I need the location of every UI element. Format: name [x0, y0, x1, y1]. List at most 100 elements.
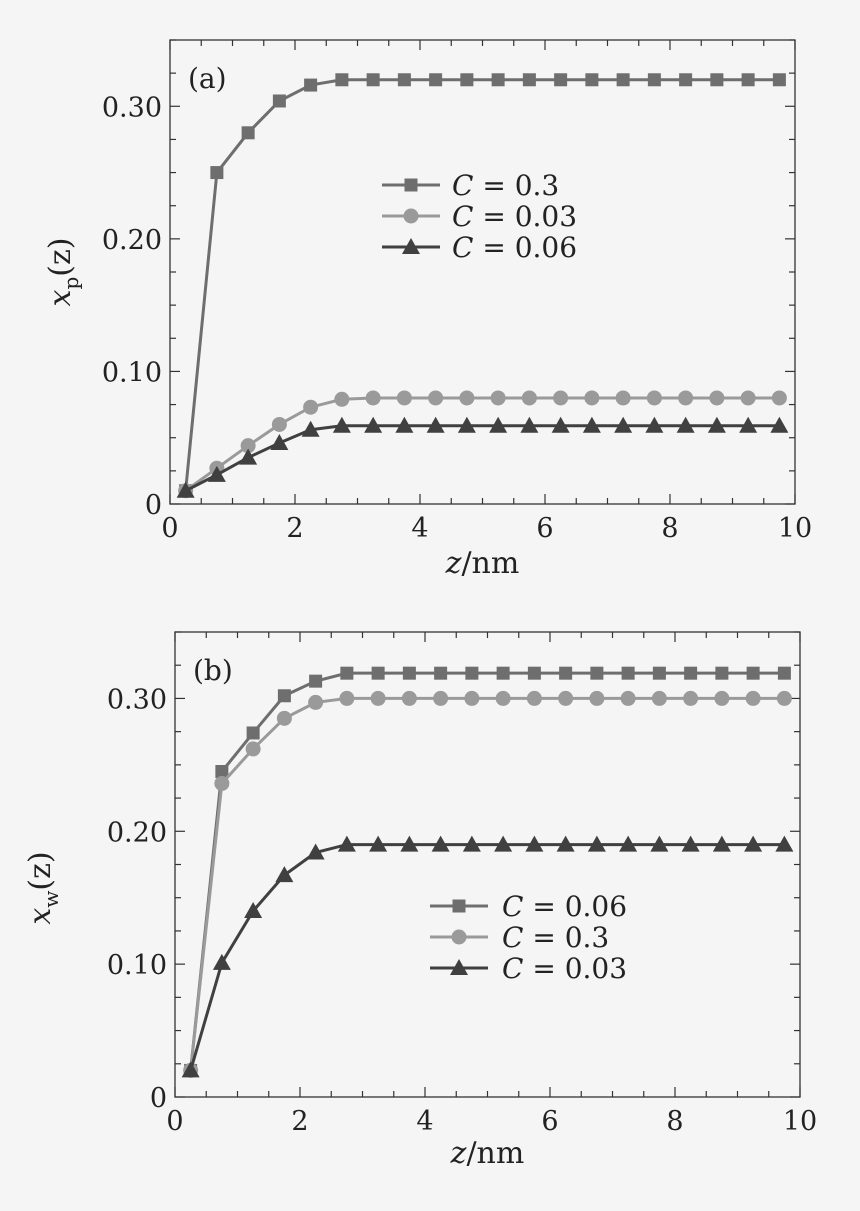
- y-tick-label: 0.30: [107, 684, 167, 715]
- legend-marker: [450, 959, 468, 975]
- data-point: [526, 690, 542, 706]
- data-point: [429, 73, 443, 87]
- y-tick-label: 0.30: [102, 92, 162, 123]
- data-point: [746, 666, 760, 680]
- panel-label: (b): [193, 654, 233, 687]
- legend-label: C = 0.06: [452, 231, 577, 264]
- legend-marker: [452, 899, 466, 913]
- data-point: [240, 438, 256, 454]
- data-point: [400, 835, 419, 852]
- data-point: [339, 690, 355, 706]
- data-point: [270, 434, 289, 451]
- data-point: [707, 416, 726, 433]
- series-line: [189, 843, 785, 1071]
- y-axis-sub: p: [59, 277, 83, 290]
- data-point: [615, 390, 631, 406]
- y-axis-main: x: [23, 908, 58, 925]
- legend-value: = 0.03: [473, 200, 577, 233]
- data-point: [620, 690, 636, 706]
- data-point: [739, 416, 758, 433]
- x-tick-label: 10: [783, 1106, 817, 1137]
- data-point: [621, 666, 635, 680]
- legend-var: C: [502, 890, 523, 923]
- data-point: [582, 416, 601, 433]
- legend-label: C = 0.3: [452, 169, 559, 202]
- data-point: [589, 690, 605, 706]
- data-point: [371, 666, 385, 680]
- data-point: [303, 399, 319, 415]
- legend-marker: [403, 208, 419, 224]
- data-point: [495, 690, 511, 706]
- data-point: [462, 835, 481, 852]
- data-point: [335, 73, 349, 87]
- data-point: [426, 416, 445, 433]
- data-point: [587, 835, 606, 852]
- data-point: [275, 866, 294, 883]
- data-point: [431, 835, 450, 852]
- data-point: [277, 689, 291, 703]
- plot-frame: [174, 631, 801, 1098]
- legend-label: C = 0.03: [452, 200, 577, 233]
- legend: C = 0.3C = 0.03C = 0.06: [382, 169, 577, 264]
- data-point: [710, 73, 724, 87]
- x-axis-title: z/nm: [450, 1136, 525, 1171]
- data-point: [775, 835, 794, 852]
- data-point: [684, 666, 698, 680]
- y-tick-label: 0: [145, 490, 162, 521]
- data-point: [650, 835, 669, 852]
- x-tick-label: 2: [291, 1106, 308, 1137]
- data-point: [647, 73, 661, 87]
- legend-value: = 0.3: [523, 921, 609, 954]
- data-point: [522, 73, 536, 87]
- data-point: [271, 416, 287, 432]
- panel-label: (a): [188, 62, 227, 95]
- data-point: [744, 835, 763, 852]
- data-point: [494, 835, 513, 852]
- data-point: [776, 690, 792, 706]
- data-point: [457, 416, 476, 433]
- y-axis-title: xw(z): [23, 851, 63, 924]
- legend-var: C: [452, 200, 473, 233]
- series-square: [179, 73, 786, 498]
- data-point: [676, 416, 695, 433]
- data-point: [340, 666, 354, 680]
- legend-label: C = 0.06: [502, 890, 627, 923]
- y-axis-arg: (z): [43, 238, 78, 277]
- data-point: [433, 690, 449, 706]
- data-point: [370, 690, 386, 706]
- legend-var: C: [502, 952, 523, 985]
- x-tick-label: 0: [166, 1106, 183, 1137]
- y-tick-label: 0.20: [107, 817, 167, 848]
- data-point: [245, 741, 261, 757]
- x-axis-var: z: [445, 546, 462, 581]
- tick-marks: [169, 39, 796, 505]
- data-point: [491, 73, 505, 87]
- x-tick-label: 4: [416, 1106, 433, 1137]
- x-tick-label: 10: [778, 513, 812, 544]
- data-point: [214, 775, 230, 791]
- data-point: [397, 73, 411, 87]
- legend-value: = 0.06: [523, 890, 627, 923]
- legend-label: C = 0.03: [502, 952, 627, 985]
- data-point: [244, 902, 263, 918]
- y-tick-label: 0.20: [102, 225, 162, 256]
- data-point: [714, 690, 730, 706]
- data-point: [590, 666, 604, 680]
- data-point: [396, 390, 412, 406]
- data-point: [556, 835, 575, 852]
- x-tick-label: 4: [411, 513, 428, 544]
- data-point: [709, 390, 725, 406]
- data-point: [212, 953, 231, 970]
- series-circle: [178, 390, 787, 499]
- data-point: [490, 390, 506, 406]
- data-point: [366, 73, 380, 87]
- data-point: [239, 448, 258, 465]
- series-line: [189, 671, 785, 1071]
- data-point: [584, 390, 600, 406]
- data-point: [304, 78, 318, 92]
- data-point: [715, 666, 729, 680]
- legend-marker: [451, 929, 467, 945]
- data-point: [712, 835, 731, 852]
- data-point: [651, 690, 667, 706]
